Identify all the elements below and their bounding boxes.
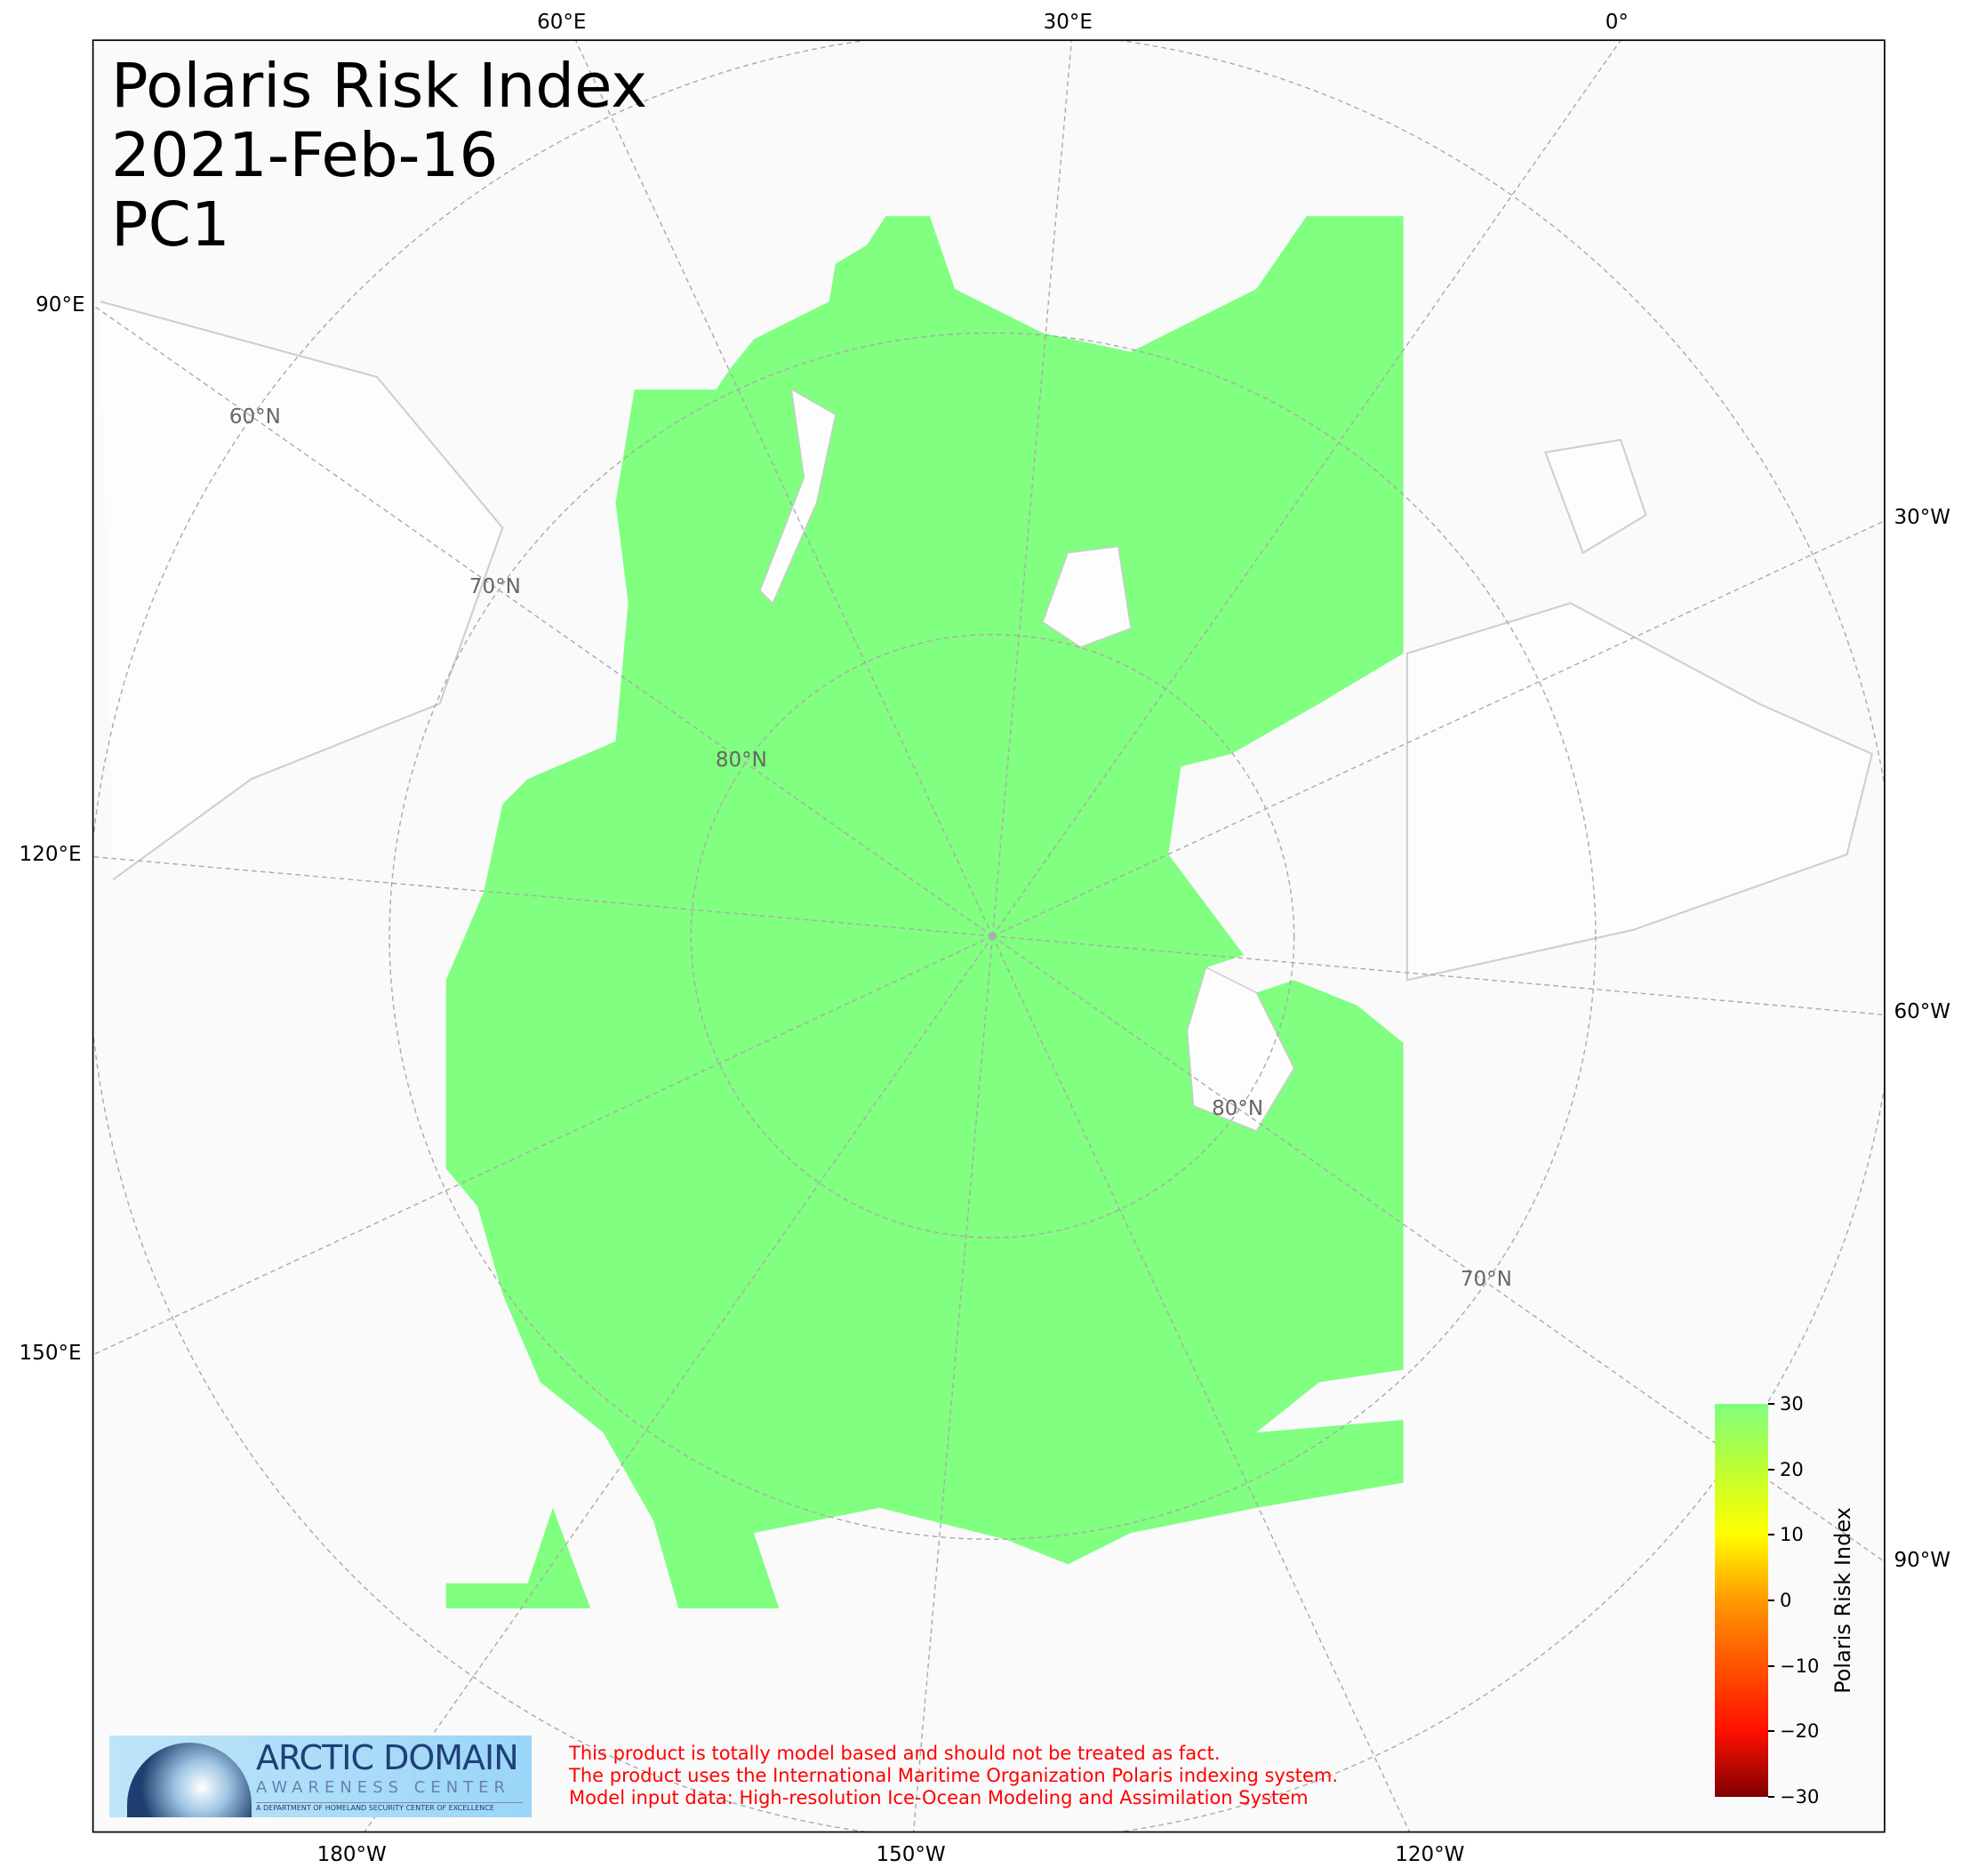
meridian-line: [912, 935, 994, 1832]
parallel-line: [388, 332, 1597, 1540]
colorbar-tick-label: −10: [1780, 1655, 1820, 1677]
disclaimer-line: The product uses the International Marit…: [569, 1765, 1339, 1786]
colorbar-tick: [1768, 1796, 1774, 1798]
disclaimer-line: Model input data: High-resolution Ice-Oc…: [569, 1787, 1309, 1808]
meridian-label: 120°E: [19, 843, 82, 867]
colorbar-tick: [1768, 1468, 1774, 1471]
meridian-label: 180°W: [316, 1842, 387, 1866]
meridian-line: [991, 935, 1411, 1832]
colorbar-tick: [1768, 1730, 1774, 1733]
meridian-line: [991, 40, 1622, 937]
colorbar: [1715, 1404, 1768, 1797]
logo-line2: AWARENESS CENTER: [256, 1778, 511, 1797]
parallel-label: 60°N: [228, 405, 281, 429]
meridian-line: [574, 40, 994, 937]
colorbar-tick-label: −20: [1780, 1720, 1820, 1743]
meridian-line: [992, 520, 1885, 937]
colorbar-label: Polaris Risk Index: [1830, 1507, 1855, 1694]
parallel-label: 70°N: [468, 574, 521, 598]
class-line: PC1: [111, 189, 230, 261]
colorbar-tick: [1768, 1664, 1774, 1667]
parallel-label: 80°N: [715, 749, 767, 773]
colorbar-tick-label: 20: [1780, 1458, 1804, 1480]
colorbar-tick-label: −30: [1780, 1786, 1820, 1808]
meridian-line: [991, 40, 1073, 936]
land-outline: [100, 301, 1874, 982]
parallel-label: 70°N: [1460, 1267, 1512, 1291]
meridian-label: 150°W: [876, 1842, 946, 1866]
meridian-label: 0°: [1605, 11, 1629, 35]
logo-line1: ARCTIC DOMAIN: [256, 1738, 519, 1777]
parallel-label: 80°N: [1212, 1096, 1264, 1120]
colorbar-tick: [1768, 1534, 1774, 1536]
parallel-line: [690, 633, 1295, 1239]
meridian-label: 60°E: [537, 11, 587, 35]
island-svalbard: [1042, 545, 1132, 648]
map-frame: [92, 39, 1886, 1833]
disclaimer: This product is totally model based and …: [569, 1743, 1338, 1809]
meridian-label: 30°E: [1043, 11, 1093, 35]
date-line: 2021-Feb-16: [111, 120, 499, 191]
colorbar-tick-label: 0: [1780, 1590, 1792, 1611]
risk-field-strip: [445, 1507, 591, 1608]
meridian-line: [92, 304, 993, 937]
colorbar-tick-label: 30: [1780, 1393, 1804, 1415]
island-greenland-edge: [1186, 966, 1295, 1132]
meridian-label: 150°E: [19, 1342, 82, 1366]
colorbar-tick: [1768, 1403, 1774, 1405]
meridian-label: 90°E: [36, 293, 85, 317]
map-title: Polaris Risk Index 2021-Feb-16 PC1: [111, 52, 647, 260]
title-line: Polaris Risk Index: [111, 51, 648, 122]
meridian-line: [92, 935, 993, 1356]
colorbar-tick-label: 10: [1780, 1524, 1804, 1546]
logo-line3: A DEPARTMENT OF HOMELAND SECURITY CENTER…: [256, 1802, 523, 1814]
globe-icon: [127, 1743, 252, 1817]
meridian-label: 30°W: [1894, 506, 1951, 530]
meridian-label: 120°W: [1395, 1842, 1465, 1866]
meridian-label: 60°W: [1894, 999, 1951, 1023]
meridian-label: 90°W: [1894, 1549, 1951, 1573]
adac-logo: ARCTIC DOMAIN AWARENESS CENTER A DEPARTM…: [109, 1736, 532, 1817]
island-novaya-zemlya: [759, 388, 837, 605]
risk-field-pc1: [445, 216, 1404, 1608]
meridian-line: [364, 935, 994, 1832]
meridian-line: [92, 855, 993, 937]
colorbar-tick: [1768, 1599, 1774, 1601]
disclaimer-line: This product is totally model based and …: [569, 1743, 1221, 1764]
